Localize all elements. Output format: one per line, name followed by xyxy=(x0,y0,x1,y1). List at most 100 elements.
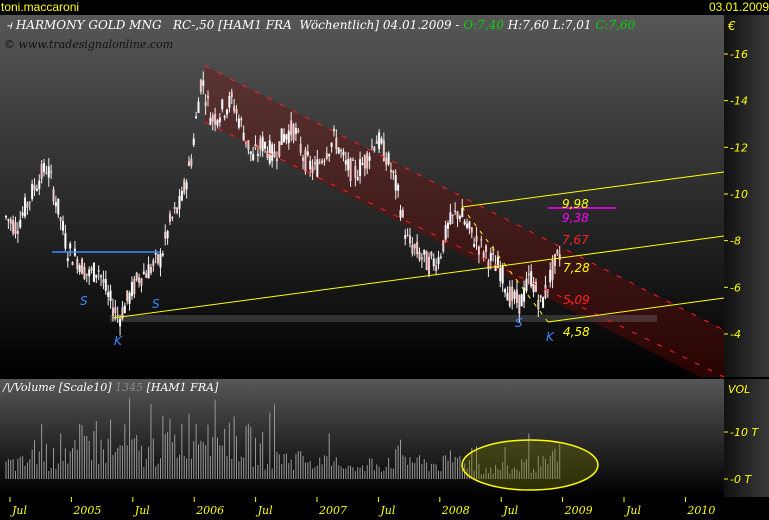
candle-body xyxy=(242,132,245,141)
candle-body xyxy=(138,277,141,283)
candle-body xyxy=(168,213,171,222)
candle-body xyxy=(164,231,167,239)
volume-label: Volume [Scale10] xyxy=(14,381,112,394)
candle-body xyxy=(85,273,88,276)
candle-body xyxy=(392,170,395,174)
candle-body xyxy=(187,161,190,166)
candle-body xyxy=(147,264,150,279)
candle-body xyxy=(185,182,188,190)
candle-body xyxy=(114,307,117,314)
x-tick-label: Jul xyxy=(256,504,273,517)
x-tick-label: Jul xyxy=(10,504,27,517)
candle-body xyxy=(496,256,499,268)
candle-body xyxy=(432,258,435,267)
candle-body xyxy=(354,165,357,178)
candle-body xyxy=(387,152,390,165)
candle-body xyxy=(149,266,152,273)
candle-body xyxy=(154,253,157,255)
x-tick-label: 2005 xyxy=(72,504,101,517)
candle-body xyxy=(466,223,469,228)
period: Wöchentlich] xyxy=(299,18,380,32)
close-value: C:7,60 xyxy=(595,18,636,32)
candle-body xyxy=(292,124,295,141)
candle-body xyxy=(539,295,542,298)
candle-body xyxy=(128,292,131,304)
candle-body xyxy=(449,212,452,225)
candle-body xyxy=(389,169,392,173)
candle-body xyxy=(199,79,202,92)
candle-body xyxy=(458,216,461,220)
x-tick-label: 2006 xyxy=(195,504,224,517)
volume-tick-label: -0 T xyxy=(730,473,752,486)
candle-body xyxy=(373,147,376,152)
x-tick-label: Jul xyxy=(501,504,518,517)
candle-body xyxy=(494,264,497,271)
candle-body xyxy=(271,144,274,161)
trendline-upper xyxy=(461,171,725,208)
candle-body xyxy=(268,140,271,164)
candle-body xyxy=(347,159,350,171)
candle-body xyxy=(19,219,22,228)
candle-body xyxy=(197,101,200,113)
candle-body xyxy=(470,227,473,233)
candle-body xyxy=(527,273,530,276)
candle-body xyxy=(111,307,114,317)
candle-body xyxy=(475,235,478,242)
volume-tick-label: -10 T xyxy=(730,426,759,439)
candle-body xyxy=(330,142,333,148)
candle-body xyxy=(335,137,338,150)
candle-body xyxy=(221,99,224,110)
candle-body xyxy=(109,290,112,301)
candle-body xyxy=(380,138,383,144)
candle-body xyxy=(16,230,19,234)
candle-body xyxy=(7,219,10,221)
candle-body xyxy=(368,156,371,161)
candle-body xyxy=(50,171,53,173)
y-tick-label: -4 xyxy=(730,328,741,341)
candle-body xyxy=(416,241,419,255)
y-tick-label: -12 xyxy=(730,141,748,154)
low-value: L:7,01 xyxy=(552,18,592,32)
candle-body xyxy=(43,163,46,173)
candle-body xyxy=(116,314,119,317)
candle-body xyxy=(83,266,86,280)
candle-body xyxy=(321,160,324,164)
candle-body xyxy=(204,101,207,106)
user-name: toni.maccaroni xyxy=(1,0,80,14)
volume-symbol: [HAM1 FRA] xyxy=(146,381,219,394)
candle-body xyxy=(378,132,381,150)
candle-body xyxy=(461,208,464,218)
open-value: O:7,40 xyxy=(463,18,504,32)
candle-body xyxy=(437,257,440,265)
volume-panel xyxy=(0,379,724,497)
candle-body xyxy=(216,120,219,126)
candle-body xyxy=(518,294,521,314)
candle-body xyxy=(142,271,145,274)
annotation-label: 7,28 xyxy=(563,261,590,275)
candle-body xyxy=(195,116,198,119)
annotation-label: 4,58 xyxy=(563,325,590,339)
candle-body xyxy=(66,258,69,262)
candle-body xyxy=(313,162,316,165)
candle-body xyxy=(254,144,257,148)
candle-body xyxy=(183,180,186,193)
candle-body xyxy=(45,172,48,174)
candle-body xyxy=(477,246,480,255)
candle-body xyxy=(130,282,133,297)
candle-body xyxy=(223,115,226,118)
candle-body xyxy=(78,265,81,273)
trendline-lower xyxy=(112,235,725,319)
candle-body xyxy=(237,118,240,128)
candle-body xyxy=(252,153,255,161)
candle-body xyxy=(361,163,364,165)
candle-body xyxy=(218,117,221,123)
candle-body xyxy=(525,278,528,291)
instrument-name: HARMONY GOLD MNG xyxy=(15,18,162,32)
candle-body xyxy=(413,244,416,249)
candle-body xyxy=(57,198,60,215)
candle-body xyxy=(299,143,302,153)
candle-body xyxy=(71,262,74,266)
line-icon: /\/ xyxy=(3,381,15,394)
candle-body xyxy=(359,159,362,177)
